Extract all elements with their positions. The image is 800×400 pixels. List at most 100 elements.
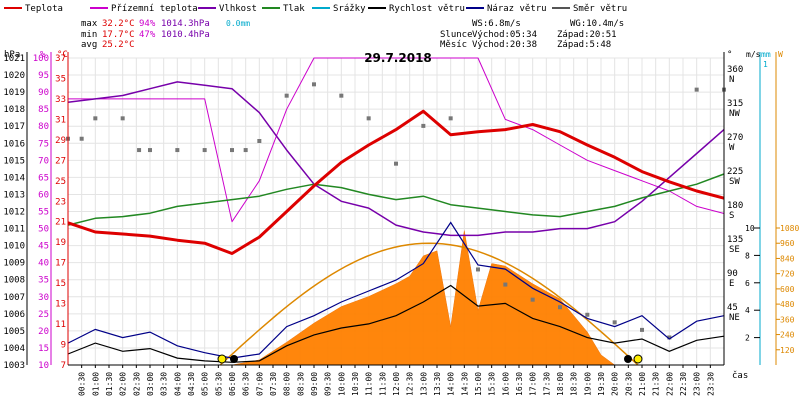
wind-direction-point <box>612 320 617 325</box>
wind-direction-point <box>312 82 316 87</box>
clear-sky-line <box>219 242 639 366</box>
moonset-marker <box>230 355 238 363</box>
tick-label-dir-compass: SE <box>729 245 740 255</box>
tick-label-time: 14:30 <box>460 372 469 396</box>
tick-label-time: 22:30 <box>679 372 688 396</box>
wind-series <box>67 221 725 363</box>
tick-label-temp: 23 <box>55 197 66 207</box>
tick-label-time: 11:00 <box>365 372 374 396</box>
tick-label-temp: 15 <box>55 279 66 289</box>
tick-label-pct: 25 <box>38 310 49 320</box>
pressure-line <box>67 173 725 226</box>
tick-label-hpa: 1021 <box>3 54 25 64</box>
tick-label-dir: 90 <box>727 269 738 279</box>
wind-direction-point <box>667 335 672 340</box>
wind-direction-point <box>448 116 453 121</box>
tick-label-temp: 27 <box>55 156 66 166</box>
wind-direction-point <box>148 148 152 153</box>
stat-sun-label: Slunce <box>440 30 473 40</box>
tick-label-time: 12:30 <box>406 372 415 396</box>
tick-label-hpa: 1016 <box>3 139 25 149</box>
stat-min-press: 1010.4hPa <box>161 30 210 40</box>
tick-label-hpa: 1020 <box>3 71 25 81</box>
wind-speed-line <box>67 284 725 363</box>
clear-sky-series <box>219 242 639 366</box>
stat-sunset: Západ:20:51 <box>557 30 617 40</box>
stat-min-temp: 17.7°C <box>102 30 135 40</box>
temperature-line <box>67 109 725 255</box>
tick-label-pct: 100 <box>33 54 49 64</box>
stat-sunrise: Východ:05:34 <box>472 30 537 40</box>
axis-time-label: čas <box>732 370 748 381</box>
tick-label-hpa: 1012 <box>3 208 25 218</box>
tick-label-hpa: 1014 <box>3 173 25 183</box>
tick-label-temp: 17 <box>55 259 66 269</box>
tick-label-time: 01:30 <box>105 372 114 396</box>
wind-direction-point <box>137 148 142 153</box>
line-series <box>67 57 725 255</box>
tick-label-pct: 50 <box>38 225 49 235</box>
legend-item-prizemni-teplota: Přízemní teplota <box>111 4 198 14</box>
tick-label-time: 04:30 <box>187 372 196 396</box>
tick-label-pct: 15 <box>38 344 49 354</box>
tick-label-time: 17:00 <box>529 372 538 396</box>
chart-title: 29.7.2018 <box>364 51 432 65</box>
wind-direction-point <box>421 123 426 128</box>
wind-direction-point <box>284 93 289 98</box>
tick-label-time: 13:00 <box>419 372 428 396</box>
tick-label-pct: 65 <box>38 173 49 183</box>
moonrise-marker <box>624 355 632 363</box>
tick-label-time: 21:30 <box>652 372 661 396</box>
tick-label-time: 16:00 <box>501 372 510 396</box>
tick-label-hpa: 1018 <box>3 105 25 115</box>
tick-label-hpa: 1005 <box>3 327 25 337</box>
tick-label-time: 22:00 <box>665 372 674 396</box>
tick-label-dir: 135 <box>727 235 743 245</box>
stat-avg-temp: 25.2°C <box>102 40 135 50</box>
wind-direction-point <box>243 148 248 153</box>
tick-label-pct: 95 <box>38 71 49 81</box>
tick-label-time: 07:30 <box>269 372 278 396</box>
wind-direction-point <box>558 305 562 310</box>
tick-label-pct: 90 <box>38 88 49 98</box>
tick-label-time: 05:00 <box>201 372 210 396</box>
legend-item-rychlost-vetru: Rychlost větru <box>389 4 465 14</box>
tick-label-time: 11:30 <box>378 372 387 396</box>
tick-label-hpa: 1006 <box>3 310 25 320</box>
tick-label-time: 05:30 <box>214 372 223 396</box>
tick-label-ms: 10 <box>745 224 755 233</box>
tick-label-pct: 60 <box>38 190 49 200</box>
tick-label-time: 21:00 <box>638 372 647 396</box>
legend-item-tlak: Tlak <box>283 4 305 14</box>
tick-label-time: 01:00 <box>91 372 100 396</box>
tick-label-time: 00:30 <box>78 372 87 396</box>
tick-label-time: 20:00 <box>611 372 620 396</box>
tick-label-temp: 13 <box>55 300 66 310</box>
tick-label-dir-compass: E <box>729 279 734 289</box>
legend-item-teplota: Teplota <box>25 4 63 14</box>
tick-label-dir-compass: W <box>729 143 735 153</box>
tick-label-temp: 11 <box>55 320 66 330</box>
tick-label-temp: 21 <box>55 218 66 228</box>
tick-label-time: 08:30 <box>296 372 305 396</box>
tick-label-time: 23:30 <box>706 372 715 396</box>
wind-direction-point <box>93 116 98 121</box>
stat-avg-label: avg <box>81 40 97 50</box>
legend-item-naraz-vetru: Náraz větru <box>487 4 547 14</box>
tick-label-time: 15:30 <box>488 372 497 396</box>
tick-label-pct: 45 <box>38 242 49 252</box>
ground-temperature-line <box>68 57 725 223</box>
axis-unit-hpa: hPa <box>4 50 20 60</box>
tick-label-dir: 180 <box>727 201 743 211</box>
tick-label-temp: 35 <box>55 74 66 84</box>
tick-label-dir-compass: N <box>729 75 734 85</box>
wind-direction-point <box>175 148 180 153</box>
tick-label-hpa: 1003 <box>3 361 25 371</box>
tick-label-time: 18:00 <box>556 372 565 396</box>
stat-wg: WG:10.4m/s <box>570 19 624 29</box>
tick-label-dir-compass: S <box>729 211 734 221</box>
tick-label-hpa: 1010 <box>3 242 25 252</box>
tick-label-dir-compass: NW <box>729 109 740 119</box>
wind-direction-point <box>339 93 344 98</box>
